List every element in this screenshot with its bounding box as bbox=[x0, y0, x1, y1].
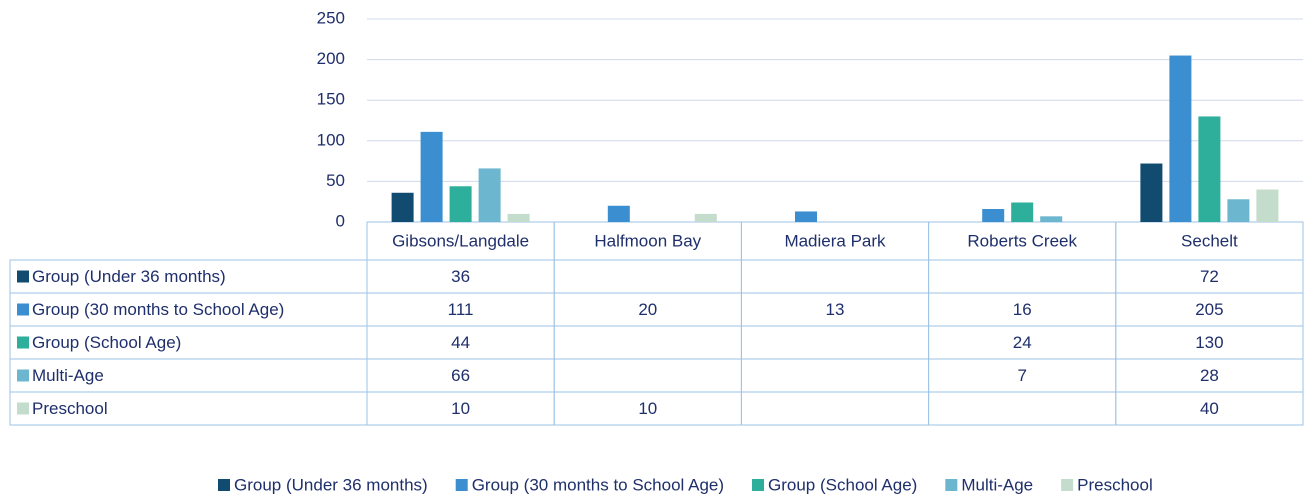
table-cell bbox=[553, 221, 742, 426]
table-value: 36 bbox=[451, 267, 470, 286]
row-label: Multi-Age bbox=[32, 366, 104, 385]
legend-label: Group (30 months to School Age) bbox=[472, 475, 724, 494]
table-row bbox=[9, 358, 1304, 393]
table-cell bbox=[1115, 221, 1304, 426]
table-value: 72 bbox=[1200, 267, 1219, 286]
table-value: 16 bbox=[1013, 300, 1032, 319]
bar bbox=[1169, 55, 1192, 222]
bar bbox=[1227, 199, 1250, 222]
bar bbox=[1040, 216, 1063, 222]
table-value: 44 bbox=[451, 333, 470, 352]
legend-key bbox=[945, 479, 958, 491]
x-tick-label: Roberts Creek bbox=[967, 231, 1077, 250]
legend-label: Multi-Age bbox=[961, 475, 1033, 494]
table-row bbox=[9, 325, 1304, 360]
table-value: 28 bbox=[1200, 366, 1219, 385]
table-value: 10 bbox=[638, 399, 657, 418]
legend-key bbox=[17, 270, 29, 283]
legend-label: Preschool bbox=[1077, 475, 1153, 494]
row-label: Group (30 months to School Age) bbox=[32, 300, 284, 319]
legend-key bbox=[17, 402, 29, 415]
legend-key bbox=[1061, 479, 1074, 491]
legend-key bbox=[17, 369, 29, 382]
x-tick-label: Madiera Park bbox=[784, 231, 886, 250]
y-tick-label: 50 bbox=[326, 171, 345, 190]
table-value: 66 bbox=[451, 366, 470, 385]
row-label: Preschool bbox=[32, 399, 108, 418]
bar bbox=[607, 205, 630, 222]
row-label: Group (Under 36 months) bbox=[32, 267, 226, 286]
table-cell bbox=[928, 221, 1117, 426]
y-tick-label: 0 bbox=[336, 211, 345, 230]
bar bbox=[795, 211, 817, 222]
table-value: 40 bbox=[1200, 399, 1219, 418]
table-cell bbox=[740, 221, 930, 426]
x-tick-label: Sechelt bbox=[1181, 231, 1238, 250]
legend-key bbox=[752, 479, 765, 491]
table-value: 20 bbox=[638, 300, 657, 319]
row-label: Group (School Age) bbox=[32, 333, 181, 352]
y-tick-label: 250 bbox=[317, 8, 345, 27]
legend-key bbox=[17, 336, 29, 349]
bar bbox=[507, 213, 530, 222]
table-cell bbox=[366, 221, 555, 426]
bar bbox=[694, 213, 717, 222]
legend-label: Group (Under 36 months) bbox=[234, 475, 428, 494]
table-value: 130 bbox=[1195, 333, 1223, 352]
legend-key bbox=[218, 479, 230, 491]
bar bbox=[420, 131, 443, 222]
bar bbox=[449, 186, 472, 222]
legend-key bbox=[455, 479, 468, 491]
bar bbox=[1198, 116, 1221, 222]
table-value: 24 bbox=[1013, 333, 1032, 352]
table-value: 205 bbox=[1195, 300, 1223, 319]
bar bbox=[1011, 202, 1034, 222]
y-tick-label: 150 bbox=[317, 90, 345, 109]
x-tick-label: Gibsons/Langdale bbox=[392, 231, 529, 250]
bar bbox=[1256, 189, 1279, 222]
y-tick-label: 100 bbox=[317, 130, 345, 149]
x-tick-label: Halfmoon Bay bbox=[594, 231, 701, 250]
table-value: 7 bbox=[1017, 366, 1026, 385]
table-row bbox=[9, 391, 1304, 426]
bar bbox=[391, 192, 414, 222]
table-value: 13 bbox=[826, 300, 845, 319]
table-value: 111 bbox=[448, 300, 474, 319]
table-value: 10 bbox=[451, 399, 470, 418]
bar bbox=[1140, 163, 1163, 222]
bar bbox=[478, 168, 501, 222]
legend-key bbox=[17, 303, 29, 316]
legend-label: Group (School Age) bbox=[768, 475, 917, 494]
y-tick-label: 200 bbox=[317, 49, 345, 68]
bar bbox=[982, 209, 1005, 222]
